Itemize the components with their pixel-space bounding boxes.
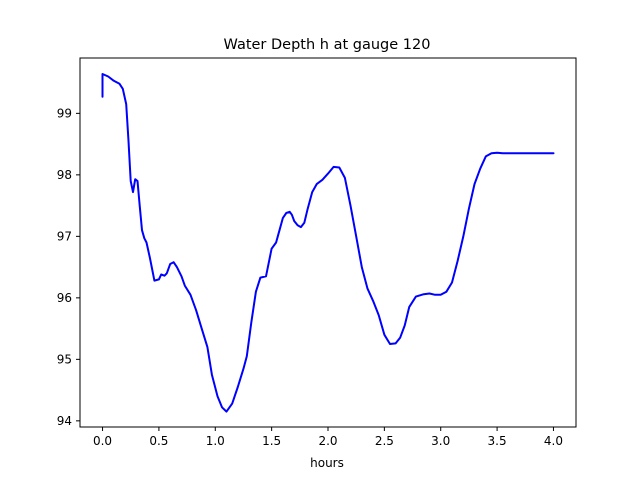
x-tick-label: 3.0 bbox=[431, 434, 450, 448]
y-tick-label: 96 bbox=[57, 291, 72, 305]
x-axis: 0.0 0.5 1.0 1.5 2.0 2.5 3.0 3.5 4.0 bbox=[93, 427, 563, 448]
x-axis-label: hours bbox=[310, 456, 344, 470]
x-tick-label: 2.5 bbox=[375, 434, 394, 448]
x-tick-label: 0.5 bbox=[149, 434, 168, 448]
y-tick-label: 99 bbox=[57, 106, 72, 120]
x-tick-label: 0.0 bbox=[93, 434, 112, 448]
x-tick-label: 1.0 bbox=[206, 434, 225, 448]
y-tick-label: 98 bbox=[57, 168, 72, 182]
plot-frame bbox=[79, 57, 577, 428]
plot-area bbox=[79, 57, 577, 428]
x-tick-label: 1.5 bbox=[262, 434, 281, 448]
y-tick-label: 94 bbox=[57, 414, 72, 428]
x-tick-label: 3.5 bbox=[488, 434, 507, 448]
x-tick-label: 4.0 bbox=[544, 434, 563, 448]
y-tick-label: 95 bbox=[57, 352, 72, 366]
x-tick-label: 2.0 bbox=[318, 434, 337, 448]
series-line bbox=[101, 73, 555, 413]
chart-title: Water Depth h at gauge 120 bbox=[224, 37, 431, 53]
y-tick-label: 97 bbox=[57, 229, 72, 243]
y-axis: 94 95 96 97 98 99 bbox=[57, 106, 80, 428]
